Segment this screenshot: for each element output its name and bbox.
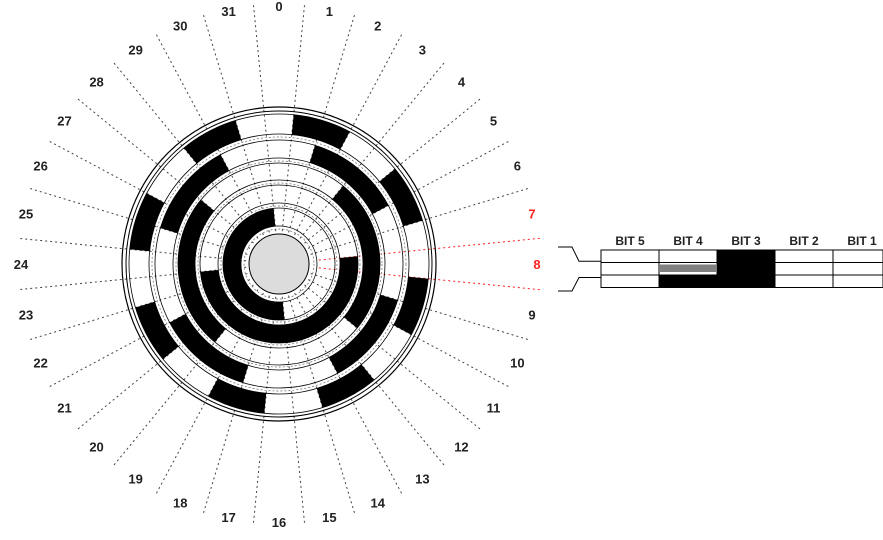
sector-label: 18: [173, 495, 187, 510]
sector-label: 21: [57, 400, 71, 415]
track-separator: [220, 205, 338, 323]
sector-divider: [28, 187, 262, 260]
sector-label: 24: [14, 257, 29, 272]
sector-divider: [290, 61, 446, 251]
sector-dividers: [18, 3, 540, 525]
sector-divider: [18, 237, 262, 263]
bit3-upper-fill: [717, 250, 775, 275]
sector-divider: [280, 281, 306, 525]
disc-outer-rim-inner: [125, 110, 433, 418]
sector-divider: [18, 265, 262, 291]
sector-divider: [28, 268, 262, 341]
sector-label: 28: [89, 75, 103, 90]
track-segment: [393, 276, 429, 335]
encoder-disc: [121, 106, 437, 422]
track-segment: [379, 168, 423, 227]
sector-label: 22: [33, 356, 47, 371]
column-header: BIT 3: [731, 234, 761, 248]
sector-divider: [296, 187, 530, 260]
sector-label: 0: [275, 0, 282, 14]
track-separator: [243, 228, 315, 300]
sector-label: 1: [326, 4, 333, 19]
bit-table: BIT 5 BIT 4 BIT 3 BIT 2 BIT 1: [558, 234, 883, 292]
sector-divider: [292, 275, 482, 431]
track-segment: [183, 120, 242, 164]
sector-label: 8: [533, 257, 540, 272]
sector-divider: [294, 140, 511, 256]
bracket-7: [558, 246, 601, 262]
sector-divider: [296, 268, 530, 341]
sector-label: 20: [89, 439, 103, 454]
sector-label: 23: [19, 307, 33, 322]
sector-divider: [155, 279, 271, 496]
column-header: BIT 2: [789, 234, 819, 248]
sector-divider: [294, 272, 511, 388]
track-separator: [175, 160, 383, 368]
track-segment: [135, 301, 179, 360]
sector-label: 19: [128, 472, 142, 487]
track-outline: [128, 113, 430, 415]
sector-label: 4: [458, 75, 466, 90]
column-header: BIT 4: [673, 234, 703, 248]
track-segment: [291, 114, 350, 150]
track-separator: [197, 182, 361, 346]
sector-label: 26: [33, 158, 47, 173]
sector-divider: [318, 237, 540, 261]
bit4-gray-fill: [660, 264, 716, 272]
sector-divider: [252, 3, 278, 247]
sector-label: 15: [322, 510, 336, 525]
sector-label: 7: [528, 207, 535, 222]
sector-label: 30: [173, 19, 187, 34]
sector-label: 25: [19, 207, 33, 222]
sector-labels: 0 123456789101112131415161718192021222324…: [14, 0, 541, 530]
track-segment: [223, 208, 285, 321]
sector-label: 12: [454, 439, 468, 454]
sector-label: 27: [57, 114, 71, 129]
column-header: BIT 1: [847, 234, 877, 248]
track-segment: [178, 199, 226, 343]
track-segment: [208, 378, 267, 414]
sector-label: 29: [128, 42, 142, 57]
track-segment: [316, 364, 375, 408]
track-segment: [129, 193, 165, 252]
bit-lower-fill: [659, 275, 775, 288]
sector-label: 10: [510, 356, 524, 371]
track-outline: [148, 133, 410, 395]
sector-divider: [155, 32, 271, 249]
sector-label: 9: [528, 307, 535, 322]
sector-divider: [76, 97, 266, 253]
track-segment: [332, 185, 381, 329]
sector-divider: [47, 140, 264, 256]
bracket-8: [558, 277, 601, 292]
sector-label: 2: [374, 19, 381, 34]
sector-divider: [287, 279, 403, 496]
track-outline: [172, 157, 386, 371]
track-segment: [328, 294, 398, 374]
disc-outer-rim: [121, 106, 437, 422]
sector-label: 14: [370, 495, 385, 510]
sector-label: 13: [415, 472, 429, 487]
sector-label: 6: [514, 158, 521, 173]
sector-divider: [280, 3, 306, 247]
track-segment: [200, 256, 359, 343]
track-outline: [154, 139, 404, 389]
track-segment: [160, 154, 230, 234]
track-segment: [309, 145, 389, 215]
sector-divider: [202, 281, 275, 515]
sector-label: 31: [221, 4, 235, 19]
sector-divider: [283, 281, 356, 515]
track-separator: [151, 136, 407, 392]
sector-label: 16: [272, 515, 286, 530]
hub: [248, 233, 310, 295]
column-header: BIT 5: [615, 234, 645, 248]
track-segment: [169, 313, 249, 383]
sector-label: 5: [490, 114, 497, 129]
sector-divider: [112, 277, 268, 467]
sector-divider: [287, 32, 403, 249]
sector-label: 11: [487, 400, 501, 415]
sector-label: 3: [419, 42, 426, 57]
sector-label: 17: [221, 510, 235, 525]
